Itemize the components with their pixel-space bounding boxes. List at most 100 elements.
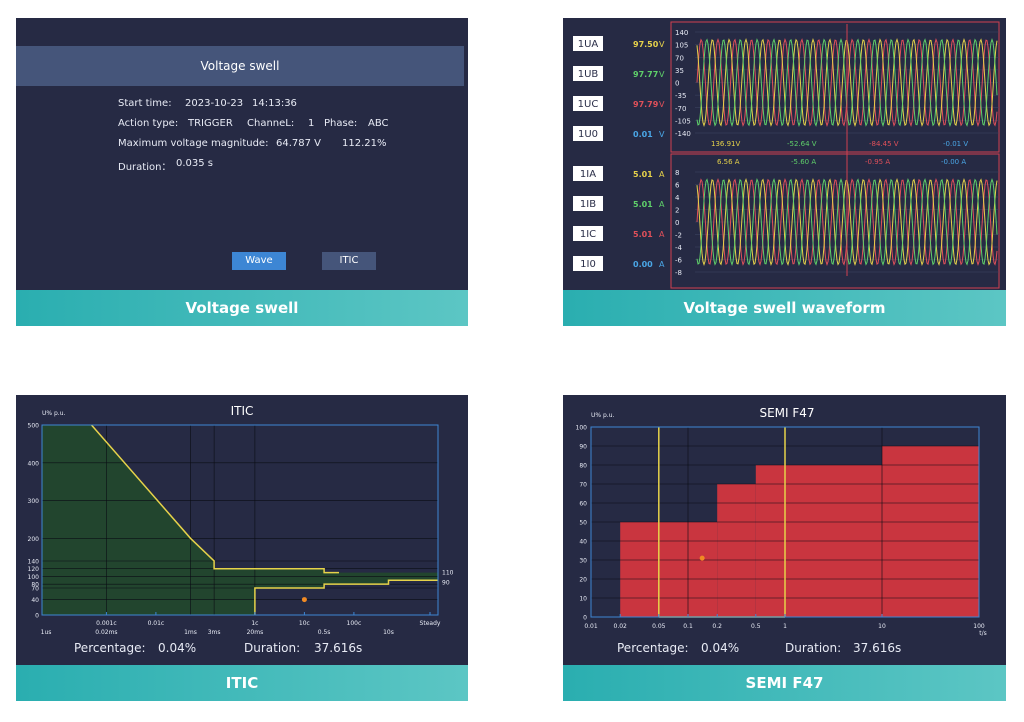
current-tick-label: 6 <box>675 182 680 190</box>
itic-panel: U% p.u. ITIC 500 400 300 200 140 120 100 80 70 40 0 0… <box>16 395 468 701</box>
semi-region-step <box>882 446 979 617</box>
semi-ytick-label: 20 <box>579 577 587 584</box>
max-voltage-value: 64.787 V <box>276 138 322 149</box>
itic-percentage-label: Percentage: <box>74 641 146 655</box>
current-channel-value: 5.01 <box>633 230 653 239</box>
itic-ytick-label: 140 <box>28 559 40 566</box>
itic-xtick-top-label: 1c <box>251 620 258 627</box>
current-channel-value: 0.00 <box>633 260 653 269</box>
current-channel-name: 1I0 <box>580 259 596 270</box>
voltage-channel-unit: V <box>659 130 665 139</box>
semi-panel: U% p.u. SEMI F47 0 10 20 30 40 50 60 70 80 90 100 0.0… <box>563 395 1006 701</box>
swell-header-bar: Voltage swell <box>16 46 464 86</box>
semi-ytick-label: 100 <box>576 425 588 432</box>
itic-ytick-label: 40 <box>31 597 39 604</box>
semi-xtick-label: 1 <box>783 623 787 630</box>
voltage-readout: 136.91V <box>711 140 740 148</box>
itic-xtick-bottom-label: 3ms <box>208 629 221 636</box>
itic-xtick-bottom-label: 10s <box>383 629 394 636</box>
itic-duration-value: 37.616s <box>314 641 363 655</box>
voltage-tick-label: 140 <box>675 29 688 37</box>
current-channel-box <box>573 256 603 271</box>
voltage-channel-value: 97.79 <box>633 100 659 109</box>
current-channel-unit: A <box>659 260 665 269</box>
wave-button[interactable]: Wave <box>232 252 286 270</box>
itic-ytick-label: 80 <box>31 582 39 589</box>
current-tick-label: 4 <box>675 194 680 202</box>
semi-caption: SEMI F47 <box>563 665 1006 701</box>
voltage-tick-label: -140 <box>675 130 691 138</box>
itic-button[interactable]: ITIC <box>322 252 376 270</box>
current-tick-label: -4 <box>675 244 683 252</box>
current-tick-label: 8 <box>675 169 679 177</box>
phase-value: ABC <box>368 118 389 129</box>
semi-region-step <box>620 522 718 617</box>
voltage-channel-box <box>573 126 603 141</box>
voltage-channel-name: 1UA <box>578 39 599 50</box>
voltage-tick-label: 35 <box>675 67 684 75</box>
current-channel-name: 1IA <box>580 169 596 180</box>
semi-xtick-label: 0.1 <box>683 623 693 630</box>
itic-event-point <box>301 597 307 603</box>
current-readout: 6.56 A <box>717 158 740 166</box>
channel-label: ChanneL: <box>247 118 295 129</box>
voltage-tick-label: -70 <box>675 105 686 113</box>
semi-percentage-label: Percentage: <box>617 641 689 655</box>
itic-chart: U% p.u. ITIC50040030020014012010080704000… <box>28 404 454 636</box>
voltage-readout: -84.45 V <box>869 140 899 148</box>
current-channel-box <box>573 226 603 241</box>
action-type-value: TRIGGER <box>188 118 233 129</box>
phase-label: Phase: <box>324 118 358 129</box>
current-plot-frame <box>670 153 1000 289</box>
semi-xlabel: t/s <box>979 630 987 637</box>
itic-xtick-top-label: Steady <box>420 620 441 627</box>
current-channel-box <box>573 166 603 181</box>
voltage-channel-box <box>573 36 603 51</box>
semi-ytick-label: 10 <box>579 596 587 603</box>
itic-ytick-label: 300 <box>28 498 40 505</box>
voltage-channel-value: 97.77 <box>633 70 658 79</box>
itic-xtick-bottom-label: 1us <box>41 629 52 636</box>
start-clock: 14:13:36 <box>252 98 297 109</box>
voltage-channel-name: 1UB <box>578 69 599 80</box>
itic-ytick-label: 400 <box>28 460 40 467</box>
voltage-channel-box <box>573 66 603 81</box>
current-channel-value: 5.01 <box>633 170 653 179</box>
itic-xtick-bottom-label: 1ms <box>184 629 197 636</box>
voltage-channel-name: 1U0 <box>578 129 598 140</box>
itic-lower-curve <box>254 579 438 615</box>
duration-label: Duration： <box>118 162 172 173</box>
current-channel-name: 1IB <box>580 199 596 210</box>
itic-xtick-top-label: 0.01c <box>148 620 165 627</box>
voltage-channel-value: 0.01 <box>633 130 653 139</box>
current-tick-label: 2 <box>675 207 679 215</box>
max-voltage-label: Maximum voltage magnitude: <box>118 138 269 149</box>
voltage-readout: -52.64 V <box>787 140 817 148</box>
semi-xtick-label: 0.2 <box>712 623 722 630</box>
semi-percentage-value: 0.04% <box>701 641 740 655</box>
itic-ylabel: U% p.u. <box>42 410 66 417</box>
itic-xtick-bottom-label: 0.02ms <box>95 629 117 636</box>
swell-caption: Voltage swell <box>16 290 468 326</box>
current-channel-unit: A <box>659 230 665 239</box>
max-voltage-percent: 112.21% <box>342 138 387 149</box>
current-tick-label: -2 <box>675 232 682 240</box>
semi-event-point <box>699 555 705 561</box>
channel-value: 1 <box>308 118 315 129</box>
semi-ylabel: U% p.u. <box>591 412 615 419</box>
semi-ytick-label: 60 <box>579 501 587 508</box>
itic-plot-frame <box>41 424 439 616</box>
voltage-channel-unit: V <box>659 70 665 79</box>
semi-duration-value: 37.616s <box>853 641 902 655</box>
semi-xtick-label: 10 <box>878 623 886 630</box>
itic-xtick-top-label: 100c <box>347 620 362 627</box>
semi-screen: U% p.u. SEMI F47 0 10 20 30 40 50 60 70 80 90 100 0.0… <box>563 395 1006 665</box>
semi-xtick-label: 0.05 <box>652 623 666 630</box>
semi-ytick-label: 50 <box>579 520 587 527</box>
voltage-readout: -0.01 V <box>943 140 968 148</box>
current-channel-value: 5.01 <box>633 200 653 209</box>
itic-ytick-label: 500 <box>28 423 40 430</box>
voltage-channel-box <box>573 96 603 111</box>
semi-ytick-label: 30 <box>579 558 587 565</box>
waveform-panel: 1UA 97.50 V 1UB 97.77 V 1UC 97.79 V 1U0 0.01 V 1IA 5.… <box>563 18 1006 326</box>
